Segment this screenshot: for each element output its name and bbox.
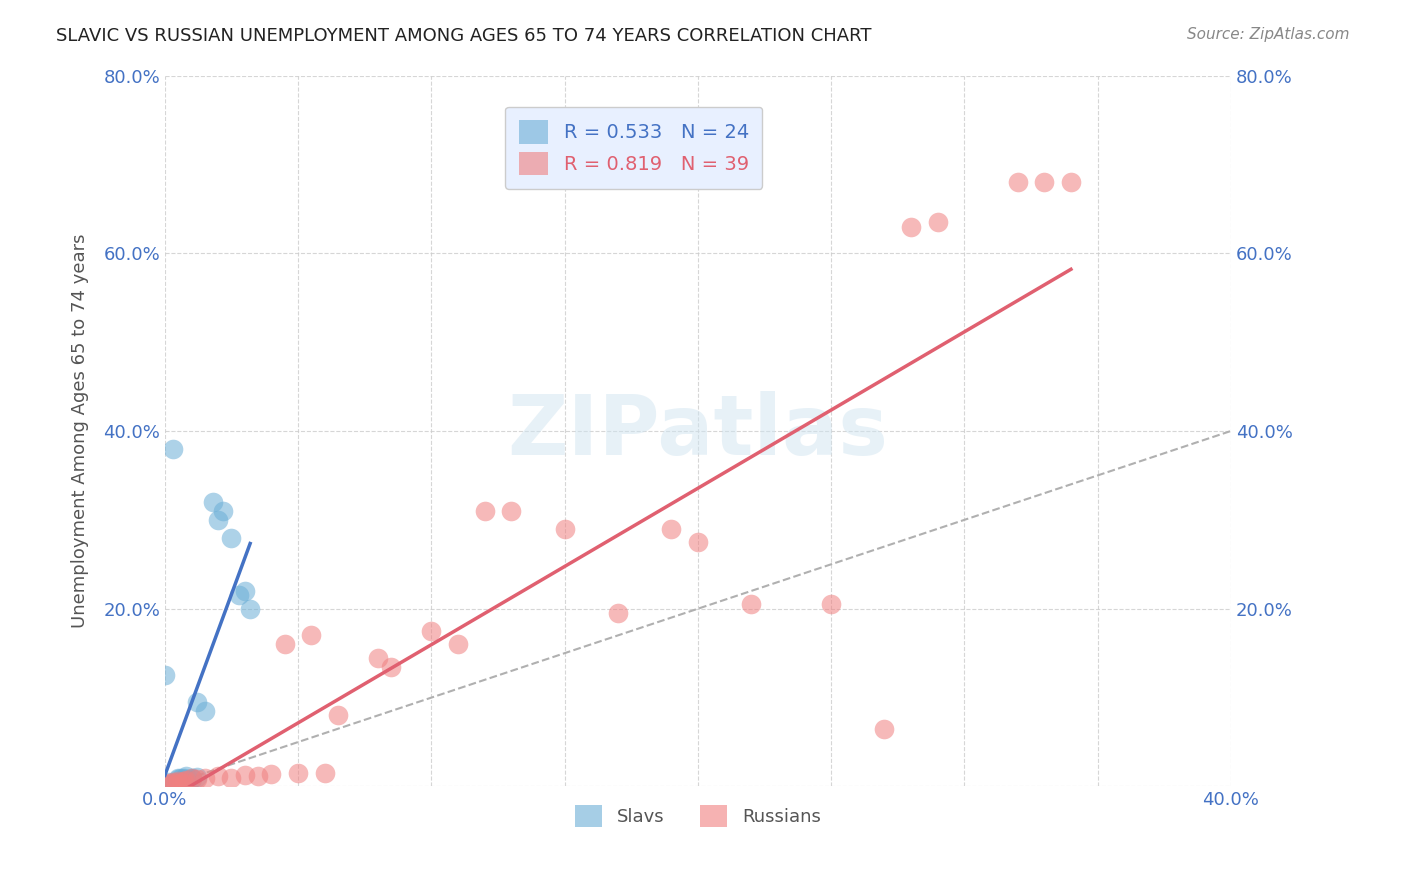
Point (233, 584, 256, 599)
Point (274, 637, 297, 651)
Point (174, 773, 197, 788)
Point (180, 772, 202, 786)
Point (659, 522, 682, 536)
Point (380, 659, 402, 673)
Point (228, 588, 250, 602)
Point (156, 775, 179, 789)
Point (173, 772, 195, 786)
Point (159, 777, 181, 791)
Y-axis label: Unemployment Among Ages 65 to 74 years: Unemployment Among Ages 65 to 74 years (72, 234, 89, 628)
Point (159, 776, 181, 790)
Point (194, 771, 217, 785)
Point (233, 768, 256, 782)
Point (194, 704, 217, 718)
Point (180, 772, 202, 787)
Point (740, 597, 762, 611)
Point (174, 769, 197, 783)
Point (212, 504, 235, 518)
Legend: Slavs, Russians: Slavs, Russians (568, 797, 828, 834)
Point (1033, 175, 1056, 189)
Point (162, 442, 184, 456)
Point (221, 771, 243, 785)
Point (301, 628, 323, 642)
Point (173, 774, 195, 789)
Point (314, 766, 336, 780)
Point (873, 722, 896, 736)
Point (165, 775, 187, 789)
Point (156, 777, 179, 791)
Point (239, 601, 262, 615)
Point (167, 772, 190, 787)
Point (174, 772, 197, 787)
Point (221, 531, 243, 545)
Text: ZIPatlas: ZIPatlas (508, 391, 889, 472)
Point (554, 522, 576, 536)
Point (170, 771, 193, 785)
Point (420, 624, 443, 638)
Point (247, 769, 270, 783)
Point (167, 771, 190, 785)
Point (186, 772, 208, 787)
Point (1060, 175, 1083, 189)
Point (326, 708, 349, 723)
Point (165, 776, 187, 790)
Point (260, 767, 283, 781)
Point (207, 513, 229, 527)
Point (1007, 175, 1029, 189)
Text: Source: ZipAtlas.com: Source: ZipAtlas.com (1187, 27, 1350, 42)
Point (501, 504, 523, 518)
Point (367, 650, 389, 665)
Point (447, 637, 470, 651)
Point (474, 504, 496, 518)
Point (153, 668, 176, 682)
Point (927, 215, 949, 229)
Point (201, 495, 224, 509)
Point (170, 775, 193, 789)
Point (180, 771, 202, 785)
Point (162, 776, 184, 790)
Point (186, 770, 208, 784)
Point (287, 766, 309, 780)
Point (820, 597, 842, 611)
Point (162, 775, 184, 789)
Point (606, 606, 628, 620)
Point (207, 769, 229, 783)
Point (186, 695, 208, 709)
Text: SLAVIC VS RUSSIAN UNEMPLOYMENT AMONG AGES 65 TO 74 YEARS CORRELATION CHART: SLAVIC VS RUSSIAN UNEMPLOYMENT AMONG AGE… (56, 27, 872, 45)
Point (900, 219, 922, 234)
Point (686, 535, 709, 549)
Point (167, 774, 190, 789)
